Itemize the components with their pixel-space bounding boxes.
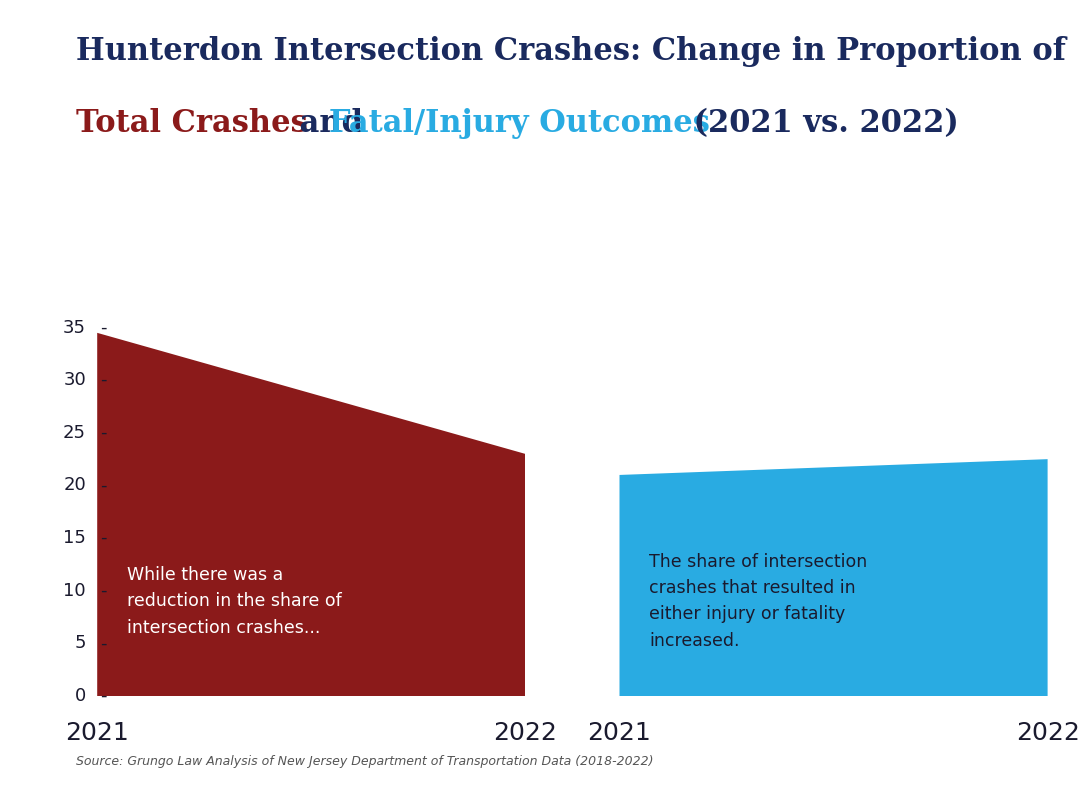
- Text: -: -: [100, 529, 107, 547]
- Text: 15: 15: [64, 529, 86, 547]
- Text: 2022: 2022: [494, 721, 557, 745]
- Text: -: -: [100, 318, 107, 337]
- Text: 30: 30: [64, 371, 86, 390]
- Text: 35: 35: [63, 318, 86, 337]
- Text: Total Crashes: Total Crashes: [76, 108, 308, 139]
- Text: -: -: [100, 424, 107, 442]
- Text: (2021 vs. 2022): (2021 vs. 2022): [683, 108, 958, 139]
- Text: 10: 10: [64, 582, 86, 600]
- Text: 5: 5: [75, 634, 86, 652]
- Text: 2021: 2021: [588, 721, 651, 745]
- Text: -: -: [100, 582, 107, 600]
- Text: 25: 25: [63, 424, 86, 442]
- Text: Fatal/Injury Outcomes: Fatal/Injury Outcomes: [329, 108, 711, 139]
- Text: -: -: [100, 687, 107, 705]
- Text: 20: 20: [64, 477, 86, 494]
- Text: -: -: [100, 371, 107, 390]
- Text: 2022: 2022: [1015, 721, 1080, 745]
- Text: The share of intersection
crashes that resulted in
either injury or fatality
inc: The share of intersection crashes that r…: [649, 553, 867, 650]
- Text: 0: 0: [75, 687, 86, 705]
- Text: Source: Grungo Law Analysis of New Jersey Department of Transportation Data (201: Source: Grungo Law Analysis of New Jerse…: [76, 755, 653, 768]
- Polygon shape: [620, 459, 1048, 696]
- Text: While there was a
reduction in the share of
intersection crashes...: While there was a reduction in the share…: [127, 566, 342, 637]
- Text: and: and: [289, 108, 374, 139]
- Text: Hunterdon Intersection Crashes: Change in Proportion of: Hunterdon Intersection Crashes: Change i…: [76, 36, 1066, 67]
- Polygon shape: [97, 333, 525, 696]
- Text: 2021: 2021: [65, 721, 130, 745]
- Text: -: -: [100, 634, 107, 652]
- Text: -: -: [100, 477, 107, 494]
